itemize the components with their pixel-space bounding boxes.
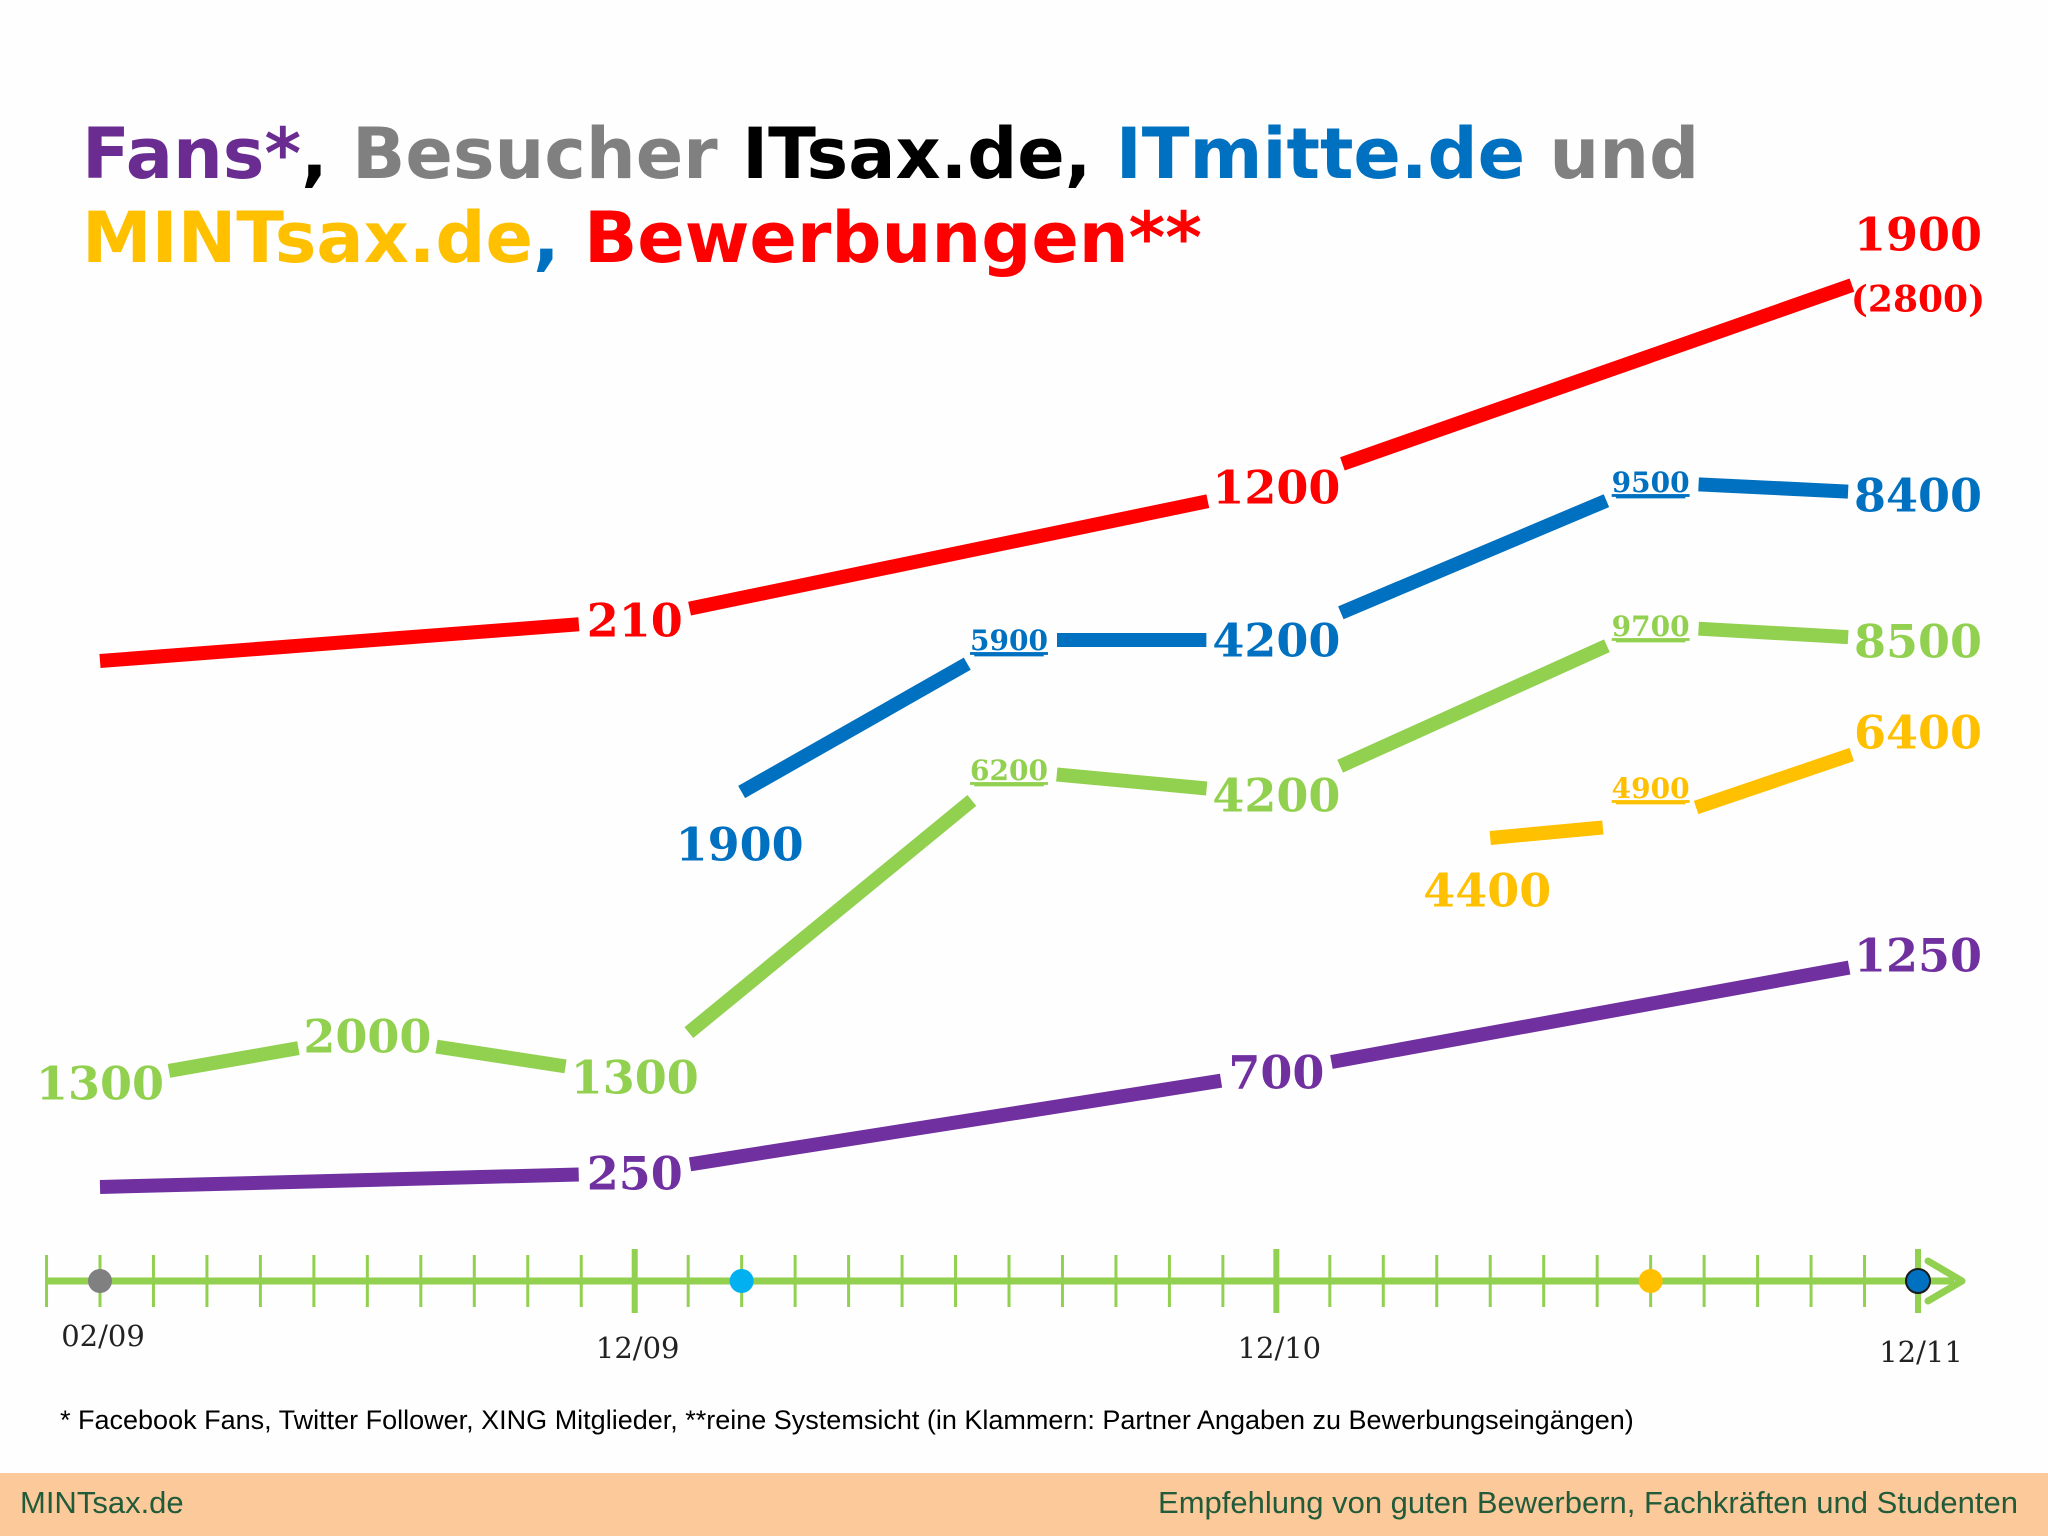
data-label: 6400 (1854, 706, 1982, 760)
data-label: 5900 (970, 624, 1048, 657)
data-label: 4400 (1423, 864, 1551, 918)
title-line-2: MINTsax.de, Bewerbungen** (82, 196, 1699, 280)
data-label: 4900 (1612, 772, 1690, 805)
x-tick-label: 12/09 (596, 1331, 680, 1365)
footnote: * Facebook Fans, Twitter Follower, XING … (60, 1405, 1634, 1435)
series-fans: 250 700 1250 (99, 929, 1982, 1201)
x-tick-label: 12/10 (1238, 1331, 1322, 1365)
data-label: 1900 (676, 818, 804, 872)
series-segment (435, 1039, 567, 1074)
series-segment (1338, 494, 1610, 620)
data-label: 1250 (1854, 929, 1982, 983)
data-label: 700 (1228, 1046, 1324, 1100)
series-segment (99, 1167, 579, 1194)
data-label: 4200 (1212, 769, 1340, 823)
footer-tagline: Empfehlung von guten Bewerbern, Fachkräf… (1158, 1485, 2018, 1520)
title-line-2-segment: Bewerbungen** (583, 197, 1202, 279)
series-segment (1337, 639, 1610, 773)
data-label: 1900 (1854, 208, 1982, 262)
series-segment (688, 494, 1210, 616)
title-line-1-segment: ITsax.de, (742, 113, 1116, 195)
series-bewerbungen: 210 1200 1900 (2800) (99, 208, 1985, 668)
series-segment (1698, 477, 1849, 499)
title-line-2-segment: MINTsax.de (82, 197, 533, 279)
title-line-1-segment: Fans* (82, 113, 302, 195)
line-chart: 02/09 12/09 12/10 12/11 210 1200 1900 (2800) 190… (36, 208, 1985, 1369)
title-line-1-segment: Besucher (352, 113, 743, 195)
series-segment (1698, 621, 1849, 645)
axis-marker (729, 1269, 754, 1293)
footer-bar: MINTsax.de Empfehlung von guten Bewerber… (0, 1473, 2048, 1536)
data-label: 9700 (1612, 610, 1690, 643)
series-segment (1330, 960, 1851, 1069)
series-segment (99, 617, 580, 668)
chart-title: Fans*, Besucher ITsax.de, ITmitte.de und… (82, 112, 1699, 280)
data-label: 1300 (36, 1057, 164, 1111)
series-segment (738, 657, 971, 799)
data-sublabel: (2800) (1851, 279, 1985, 321)
x-axis: 02/09 12/09 12/10 12/11 (45, 1249, 1966, 1369)
x-tick-label: 02/09 (61, 1319, 145, 1353)
data-label: 210 (587, 594, 683, 648)
footer-brand: MINTsax.de (20, 1485, 184, 1520)
x-axis-arrow (1924, 1257, 1966, 1305)
axis-marker (88, 1269, 112, 1293)
series-segment (688, 1073, 1223, 1172)
title-line-1-segment: ITmitte.de (1115, 113, 1526, 195)
axis-marker (1905, 1268, 1931, 1294)
series-segment (1056, 767, 1208, 796)
data-label: 4200 (1212, 614, 1340, 668)
x-tick-label: 12/11 (1879, 1335, 1963, 1369)
series-segment (1489, 820, 1604, 845)
series-mintsax-de: 4400 4900 6400 (1423, 706, 1982, 918)
data-label: 2000 (303, 1010, 431, 1064)
data-label: 9500 (1612, 466, 1690, 499)
data-label: 8400 (1854, 469, 1982, 523)
title-line-1-segment: und (1525, 113, 1700, 195)
series-segment (1340, 278, 1855, 471)
series-itsax-de: 1300 2000 1300 6200 4200 9700 8500 (36, 610, 1982, 1110)
title-line-1: Fans*, Besucher ITsax.de, ITmitte.de und (82, 112, 1699, 196)
data-label: 1300 (571, 1051, 699, 1105)
series-segment (684, 795, 977, 1039)
data-label: 6200 (970, 754, 1048, 787)
series-segment (1693, 747, 1854, 815)
series-itmitte-de: 1900 5900 4200 9500 8400 (676, 466, 1982, 871)
data-label: 1200 (1212, 461, 1340, 515)
series-segment (167, 1041, 300, 1078)
axis-marker (1638, 1269, 1663, 1293)
title-line-1-segment: , (301, 113, 353, 195)
title-line-2-segment: , (532, 197, 584, 279)
data-label: 250 (587, 1147, 683, 1201)
data-label: 8500 (1854, 615, 1982, 669)
